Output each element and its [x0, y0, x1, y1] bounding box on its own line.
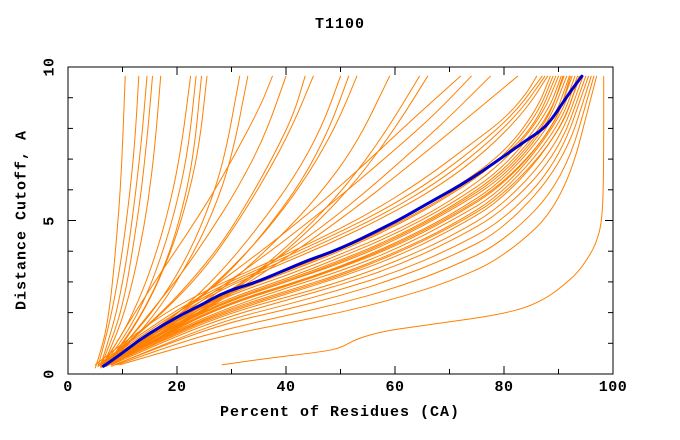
model-curve-43 — [105, 75, 581, 367]
model-curve-44 — [108, 75, 584, 366]
model-curve-41 — [102, 75, 579, 366]
model-curve-48 — [116, 75, 595, 366]
chart-title: T1100 — [314, 16, 366, 33]
x-tick-label: 60 — [385, 379, 405, 396]
model-curve-5 — [100, 75, 192, 367]
model-curve-0 — [94, 75, 126, 369]
model-curve-45 — [111, 75, 587, 366]
model-curve-50 — [221, 75, 605, 366]
highlight-curve — [101, 74, 584, 368]
model-curve-46 — [111, 75, 589, 367]
x-axis-label: Percent of Residues (CA) — [219, 404, 461, 421]
y-tick-label: 0 — [41, 369, 59, 379]
model-curve-39 — [111, 75, 573, 366]
model-curve-25 — [94, 75, 538, 366]
x-tick-label: 20 — [167, 379, 187, 396]
model-curve-21 — [105, 75, 461, 366]
model-curve-4 — [102, 75, 162, 366]
model-curve-6 — [102, 75, 197, 366]
model-curve-2 — [100, 75, 148, 366]
model-curve-33 — [105, 75, 562, 366]
model-curve-28 — [100, 75, 549, 366]
model-curve-8 — [105, 75, 208, 367]
model-curve-30 — [105, 75, 554, 366]
x-tick-label: 0 — [63, 379, 73, 396]
y-tick-label: 10 — [41, 57, 59, 77]
model-curve-36 — [105, 75, 568, 366]
model-curve-37 — [108, 75, 570, 366]
model-curve-35 — [102, 75, 565, 367]
model-curve-42 — [105, 75, 580, 366]
x-tick-label: 100 — [598, 379, 628, 396]
model-curve-10 — [105, 75, 249, 366]
x-tick-label: 40 — [276, 379, 296, 396]
model-curve-1 — [97, 75, 140, 367]
model-curve-40 — [100, 75, 576, 367]
model-curve-26 — [97, 75, 543, 366]
model-curve-7 — [105, 75, 202, 366]
model-curve-38 — [108, 75, 571, 366]
y-axis-label: Distance Cutoff, A — [13, 129, 31, 311]
model-curve-34 — [105, 75, 564, 367]
model-curve-3 — [100, 75, 153, 367]
model-curve-49 — [119, 75, 598, 366]
model-curve-27 — [97, 75, 546, 367]
x-tick-label: 80 — [494, 379, 514, 396]
model-curve-47 — [113, 75, 592, 366]
y-tick-label: 5 — [41, 215, 59, 226]
model-curve-11 — [102, 75, 273, 366]
model-curve-12 — [105, 75, 287, 367]
